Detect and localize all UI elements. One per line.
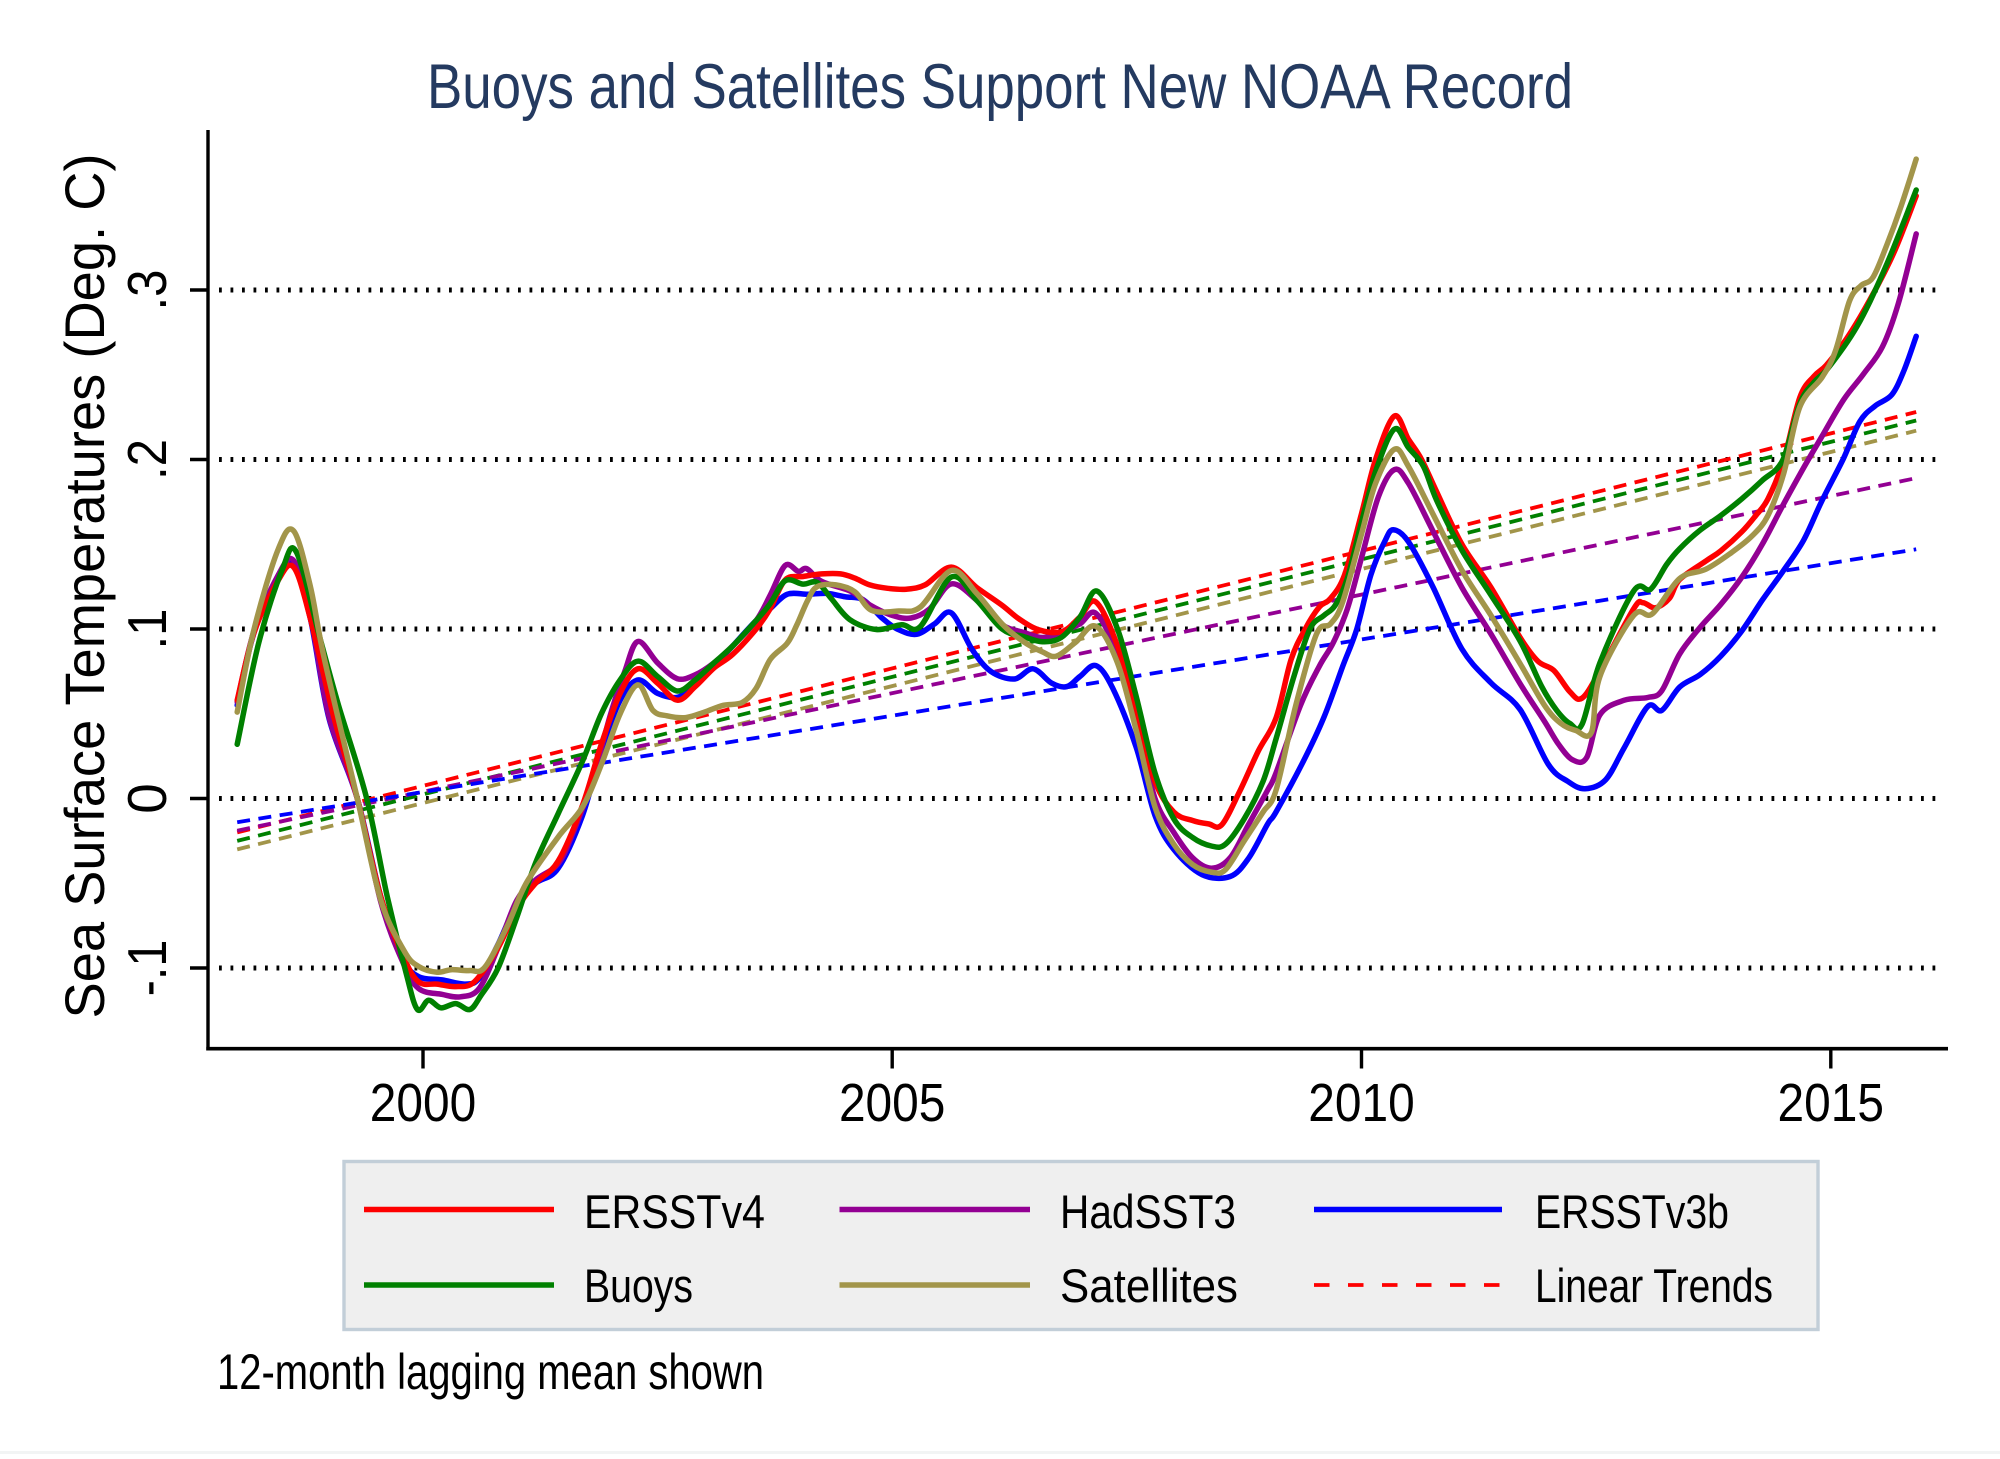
svg-text:Buoys and Satellites Support N: Buoys and Satellites Support New NOAA Re… xyxy=(427,52,1573,122)
svg-text:2015: 2015 xyxy=(1778,1073,1885,1133)
svg-text:2000: 2000 xyxy=(370,1073,477,1133)
svg-text:.1: .1 xyxy=(116,609,178,650)
svg-text:ERSSTv4: ERSSTv4 xyxy=(584,1186,765,1239)
svg-text:HadSST3: HadSST3 xyxy=(1060,1186,1236,1239)
svg-text:.2: .2 xyxy=(116,439,178,480)
svg-text:Satellites: Satellites xyxy=(1060,1260,1238,1313)
svg-text:0: 0 xyxy=(116,783,178,814)
svg-text:Buoys: Buoys xyxy=(584,1260,693,1313)
svg-text:2005: 2005 xyxy=(839,1073,946,1133)
svg-text:ERSSTv3b: ERSSTv3b xyxy=(1535,1186,1729,1239)
svg-text:12-month lagging mean shown: 12-month lagging mean shown xyxy=(217,1343,764,1400)
svg-text:2010: 2010 xyxy=(1308,1073,1415,1133)
svg-text:-.1: -.1 xyxy=(116,940,178,997)
svg-text:Linear Trends: Linear Trends xyxy=(1535,1260,1773,1313)
svg-text:Sea Surface Temperatures (Deg.: Sea Surface Temperatures (Deg. C) xyxy=(53,154,116,1019)
svg-text:.3: .3 xyxy=(116,270,178,311)
